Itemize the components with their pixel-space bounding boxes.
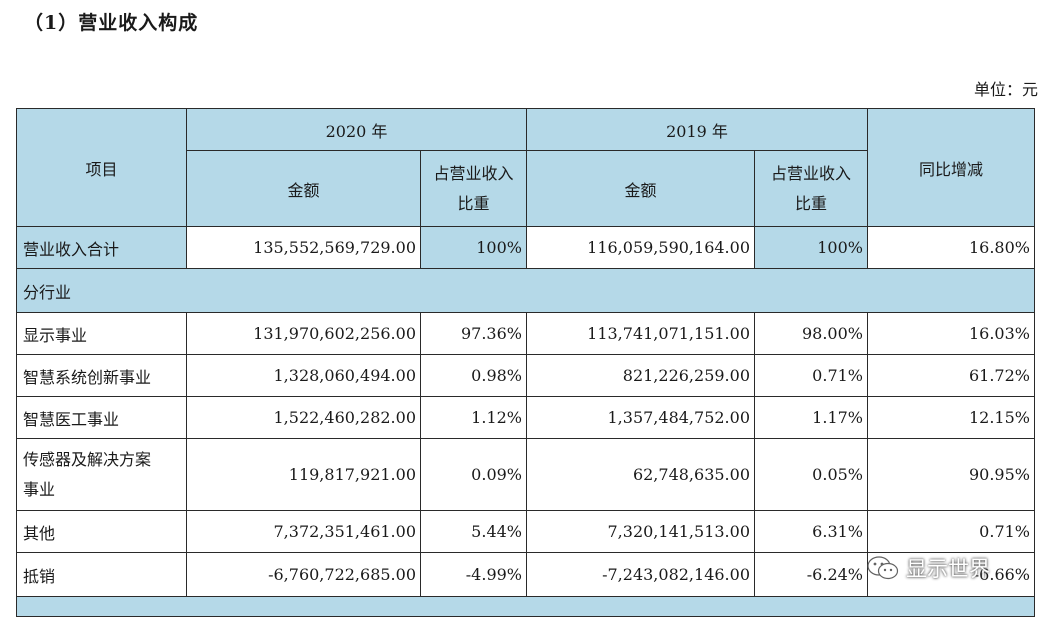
table-row: 显示事业 131,970,602,256.00 97.36% 113,741,0…	[16, 312, 1035, 355]
header-item: 项目	[16, 108, 187, 227]
table-row-partial	[16, 596, 1035, 617]
section-heading: （1）营业收入构成	[24, 12, 199, 34]
share-2020: 5.44%	[420, 510, 527, 553]
amount-2020: 1,328,060,494.00	[186, 354, 421, 397]
share-2019: 98.00%	[754, 312, 868, 355]
table-row: 抵销 -6,760,722,685.00 -4.99% -7,243,082,1…	[16, 552, 1035, 597]
total-row: 营业收入合计 135,552,569,729.00 100% 116,059,5…	[16, 226, 1035, 269]
amount-2020: -6,760,722,685.00	[186, 552, 421, 597]
total-amount-2019: 116,059,590,164.00	[526, 226, 755, 269]
header-year-2020: 2020 年	[186, 108, 527, 151]
share-2019: 6.31%	[754, 510, 868, 553]
total-label: 营业收入合计	[16, 226, 187, 269]
yoy: 61.72%	[867, 354, 1035, 397]
row-label: 抵销	[16, 552, 187, 597]
share-2019: 1.17%	[754, 396, 868, 439]
share-2020: 0.98%	[420, 354, 527, 397]
share-2019: 0.71%	[754, 354, 868, 397]
amount-2020: 1,522,460,282.00	[186, 396, 421, 439]
total-amount-2020: 135,552,569,729.00	[186, 226, 421, 269]
header-row-years: 项目 2020 年 2019 年 同比增减	[16, 108, 1035, 227]
header-share-2019: 占营业收入 比重	[754, 150, 868, 227]
section-label: 分行业	[16, 268, 1035, 313]
row-label: 传感器及解决方案 事业	[16, 438, 187, 511]
share-2020: 97.36%	[420, 312, 527, 355]
share-2019: -6.24%	[754, 552, 868, 597]
total-yoy: 16.80%	[867, 226, 1035, 269]
amount-2019: -7,243,082,146.00	[526, 552, 755, 597]
amount-2019: 62,748,635.00	[526, 438, 755, 511]
yoy: -6.66%	[867, 552, 1035, 597]
share-2019: 0.05%	[754, 438, 868, 511]
header-share-2020: 占营业收入 比重	[420, 150, 527, 227]
revenue-table: 项目 2020 年 2019 年 同比增减 金额 占营业收入 比重 金额 占营业收…	[16, 108, 1035, 617]
amount-2020: 131,970,602,256.00	[186, 312, 421, 355]
yoy: 12.15%	[867, 396, 1035, 439]
header-amount-2019: 金额	[526, 150, 755, 227]
table-row: 其他 7,372,351,461.00 5.44% 7,320,141,513.…	[16, 510, 1035, 553]
total-share-2019: 100%	[754, 226, 868, 269]
header-amount-2020: 金额	[186, 150, 421, 227]
yoy: 16.03%	[867, 312, 1035, 355]
header-year-2019: 2019 年	[526, 108, 868, 151]
header-yoy: 同比增减	[867, 108, 1035, 227]
header-row-sub: 金额 占营业收入 比重 金额 占营业收入 比重	[17, 150, 1035, 227]
unit-label: 单位：元	[973, 80, 1038, 99]
table-row: 传感器及解决方案 事业 119,817,921.00 0.09% 62,748,6…	[16, 438, 1035, 511]
yoy: 0.71%	[867, 510, 1035, 553]
amount-2019: 113,741,071,151.00	[526, 312, 755, 355]
share-2020: -4.99%	[420, 552, 527, 597]
table-row: 智慧系统创新事业 1,328,060,494.00 0.98% 821,226,…	[16, 354, 1035, 397]
amount-2020: 7,372,351,461.00	[186, 510, 421, 553]
row-label: 显示事业	[16, 312, 187, 355]
share-2020: 0.09%	[420, 438, 527, 511]
section-row: 分行业	[16, 268, 1035, 313]
amount-2019: 1,357,484,752.00	[526, 396, 755, 439]
share-2020: 1.12%	[420, 396, 527, 439]
row-label: 其他	[16, 510, 187, 553]
amount-2019: 7,320,141,513.00	[526, 510, 755, 553]
total-share-2020: 100%	[420, 226, 527, 269]
amount-2019: 821,226,259.00	[526, 354, 755, 397]
row-label: 智慧医工事业	[16, 396, 187, 439]
yoy: 90.95%	[867, 438, 1035, 511]
amount-2020: 119,817,921.00	[186, 438, 421, 511]
row-label: 智慧系统创新事业	[16, 354, 187, 397]
table-row: 智慧医工事业 1,522,460,282.00 1.12% 1,357,484,…	[16, 396, 1035, 439]
partial-row	[16, 596, 1035, 617]
